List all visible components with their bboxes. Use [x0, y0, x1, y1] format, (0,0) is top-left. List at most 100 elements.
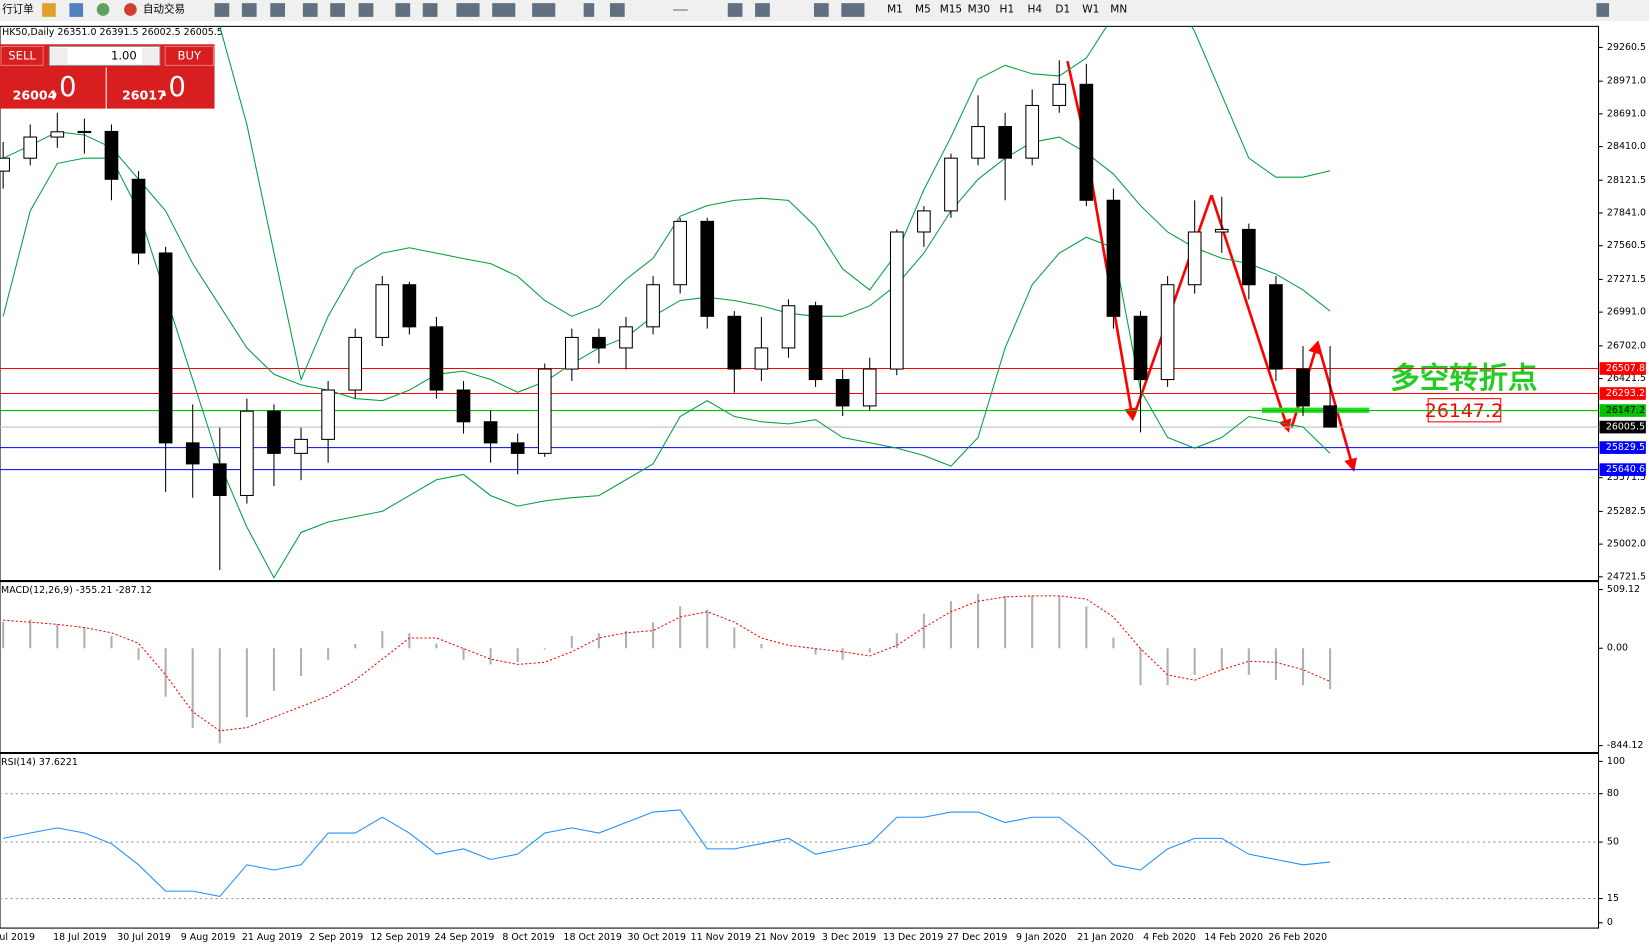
x-tick-label: 21 Nov 2019	[755, 932, 816, 943]
sell-label: SELL	[8, 48, 36, 62]
sell-button[interactable]	[0, 45, 44, 66]
icon[interactable]	[69, 3, 84, 17]
price-label-bg	[1599, 362, 1646, 375]
icon[interactable]	[813, 3, 829, 17]
x-tick-label: 2 Sep 2019	[309, 932, 363, 943]
candle-body	[537, 368, 552, 454]
trade-panel: SELL 1.00 BUY 26004 .0 26017 .0	[0, 44, 215, 109]
icon[interactable]	[422, 3, 438, 17]
y-tick-label: 100	[1607, 756, 1625, 767]
candle-body	[646, 284, 660, 328]
price-label-bg	[1599, 420, 1646, 434]
y-tick-label: 29260.5	[1607, 42, 1646, 53]
timeframe-button[interactable]: MN	[1110, 3, 1127, 15]
icon[interactable]	[492, 3, 516, 17]
candle-body	[1187, 231, 1202, 286]
toolbar-item[interactable]: 行订单	[2, 2, 34, 15]
y-tick-label: 80	[1607, 788, 1619, 799]
buy-button[interactable]	[164, 45, 215, 66]
y-tick-label: 28691.0	[1607, 108, 1646, 119]
y-tick-label: 28971.0	[1607, 76, 1646, 87]
icon[interactable]	[583, 3, 595, 17]
volume-input[interactable]	[48, 45, 161, 66]
band-upper-group	[219, 26, 1331, 382]
x-tick-label: 12 Sep 2019	[370, 932, 430, 943]
buy-label: BUY	[178, 48, 202, 62]
icon[interactable]	[42, 3, 56, 17]
timeframe-button[interactable]: H1	[1000, 3, 1015, 15]
candle-body	[185, 442, 200, 465]
icon[interactable]	[302, 3, 318, 17]
timeframe-button[interactable]: M15	[940, 3, 962, 15]
timeframe-button[interactable]: W1	[1082, 3, 1099, 15]
icon[interactable]	[241, 3, 257, 17]
icon[interactable]	[532, 3, 556, 17]
candle-body	[0, 157, 10, 172]
icon[interactable]	[841, 3, 865, 17]
candle-body	[267, 410, 281, 454]
y-tick-label: 28410.0	[1607, 141, 1646, 152]
candle-body	[835, 379, 850, 407]
x-tick-label: Jul 2019	[0, 932, 35, 943]
timeframes: M1 M5 M15 M30 H1 H4 D1 W1 MN	[887, 3, 1127, 15]
chart-frame	[0, 25, 1600, 929]
icon[interactable]	[124, 3, 137, 16]
candle-body	[673, 220, 687, 286]
toolbar-item[interactable]: 自动交易	[143, 2, 185, 15]
timeframe-button[interactable]: M30	[968, 3, 990, 15]
volume-up[interactable]	[141, 47, 159, 65]
y-tick-label: 28121.5	[1607, 175, 1646, 186]
icon[interactable]	[1596, 3, 1610, 17]
candle-body	[1242, 228, 1256, 286]
icon[interactable]	[673, 9, 688, 11]
icon[interactable]	[358, 3, 374, 17]
candle-body	[727, 315, 742, 370]
icon[interactable]	[214, 3, 230, 17]
y-tick-label: 24721.5	[1607, 571, 1646, 582]
price-label: 26005.5	[1606, 422, 1645, 433]
y-tick-label: 26991.0	[1607, 307, 1646, 318]
annotation: 多空转折点	[1390, 361, 1537, 395]
y-tick-label: 15	[1607, 893, 1619, 904]
y-tick-label: 25282.5	[1607, 506, 1646, 517]
candle-body	[1296, 368, 1310, 407]
y-tick-label: 0	[1607, 917, 1613, 928]
x-tick-label: 24 Sep 2019	[434, 932, 494, 943]
icon[interactable]	[330, 3, 345, 17]
band-lower-group	[2, 157, 1331, 579]
candle-body	[402, 284, 417, 328]
icon[interactable]	[395, 3, 411, 17]
candle-body	[917, 210, 931, 233]
icon[interactable]	[727, 3, 743, 17]
timeframe-button[interactable]: H4	[1028, 3, 1043, 15]
icon[interactable]	[456, 3, 480, 17]
candle-body	[1269, 284, 1283, 370]
candle-body	[294, 438, 308, 454]
candle-body	[240, 410, 254, 497]
toolbar-icons	[214, 3, 1610, 17]
price-label-bg	[1599, 387, 1646, 400]
price-label: 26507.8	[1606, 363, 1645, 374]
candle-body	[348, 336, 363, 391]
timeframe-button[interactable]: D1	[1055, 3, 1070, 15]
candle-body	[944, 157, 958, 212]
y-tick-label: 27271.5	[1607, 274, 1646, 285]
y-tick-label: 25571.5	[1607, 472, 1646, 483]
candle-body	[889, 231, 904, 370]
y-tick-label: -844.12	[1607, 740, 1644, 751]
candle-body	[1052, 83, 1067, 106]
timeframe-button[interactable]: M5	[915, 3, 931, 15]
icon[interactable]	[609, 3, 625, 17]
candle-body	[998, 126, 1012, 159]
timeframe-button[interactable]: M1	[887, 3, 903, 15]
band-lower	[2, 157, 1331, 579]
rsi-line-group	[3, 809, 1331, 898]
icon[interactable]	[755, 3, 770, 17]
candle-body	[1214, 228, 1229, 233]
candle-body	[565, 336, 579, 370]
icon[interactable]	[270, 3, 285, 17]
volume-down[interactable]	[50, 47, 68, 65]
price-label: 26147.2	[1606, 405, 1645, 416]
icon[interactable]	[96, 3, 110, 16]
